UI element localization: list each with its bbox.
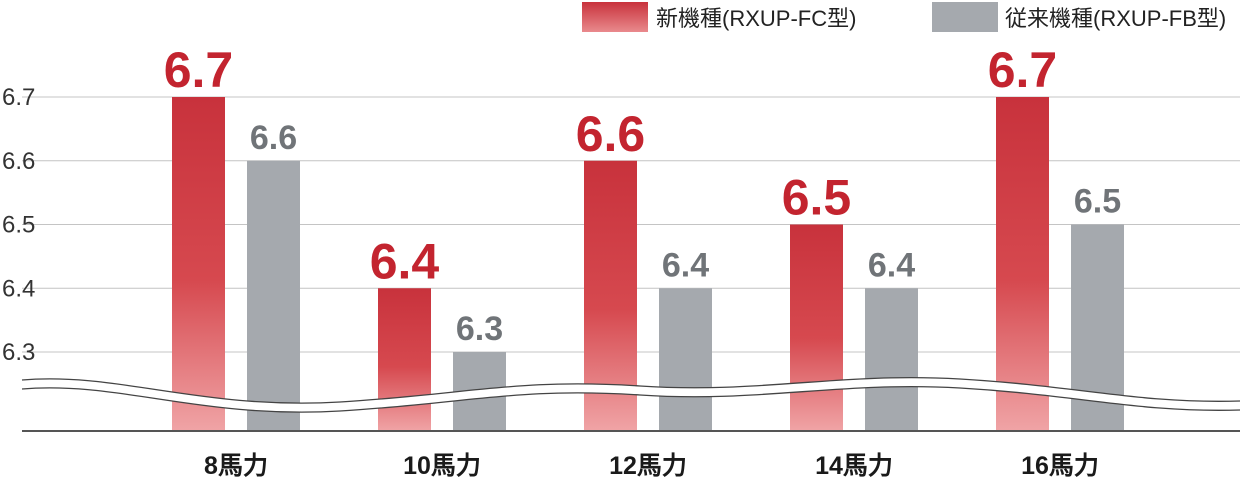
legend-swatch	[582, 2, 648, 32]
x-tick-label: 16馬力	[1021, 452, 1099, 480]
y-tick-label: 6.3	[2, 339, 35, 366]
data-label: 6.4	[370, 233, 440, 289]
x-tick-label: 8馬力	[204, 452, 268, 480]
data-label: 6.7	[988, 42, 1058, 98]
data-label: 6.6	[250, 119, 297, 157]
y-tick-label: 6.7	[2, 84, 35, 111]
bar-new-model	[996, 97, 1049, 431]
legend: 新機種(RXUP-FC型) 従来機種(RXUP-FB型)	[582, 2, 1226, 32]
y-axis-ticks: 6.3 6.4 6.5 6.6 6.7	[2, 84, 35, 366]
y-tick-label: 6.6	[2, 148, 35, 175]
data-label: 6.4	[662, 246, 709, 284]
bar-old-model	[659, 288, 712, 431]
break-band	[21, 377, 1241, 413]
value-labels: 6.7 6.6 6.4 6.3 6.6 6.4 6.5 6.4 6.7 6.5	[164, 42, 1121, 348]
bar-old-model	[865, 288, 918, 431]
bars	[172, 97, 1124, 431]
category-labels: 8馬力 10馬力 12馬力 14馬力 16馬力	[204, 452, 1099, 480]
legend-swatch	[932, 2, 998, 32]
data-label: 6.5	[1074, 183, 1121, 221]
break-line-upper	[21, 376, 1241, 404]
x-tick-label: 10馬力	[403, 452, 481, 480]
legend-label: 新機種(RXUP-FC型)	[656, 6, 856, 31]
bar-new-model	[790, 224, 843, 431]
legend-label: 従来機種(RXUP-FB型)	[1005, 6, 1226, 31]
data-label: 6.7	[164, 42, 234, 98]
bar-old-model	[247, 160, 300, 431]
data-label: 6.3	[456, 310, 503, 348]
data-label: 6.5	[782, 170, 852, 226]
bar-new-model	[172, 97, 225, 431]
y-tick-label: 6.4	[2, 275, 35, 302]
data-label: 6.6	[576, 106, 646, 162]
break-line-lower	[21, 385, 1241, 413]
x-tick-label: 14馬力	[815, 452, 893, 480]
axis-break	[21, 376, 1241, 413]
data-label: 6.4	[868, 246, 915, 284]
x-tick-label: 12馬力	[609, 452, 687, 480]
y-tick-label: 6.5	[2, 212, 35, 239]
bar-new-model	[378, 288, 431, 431]
